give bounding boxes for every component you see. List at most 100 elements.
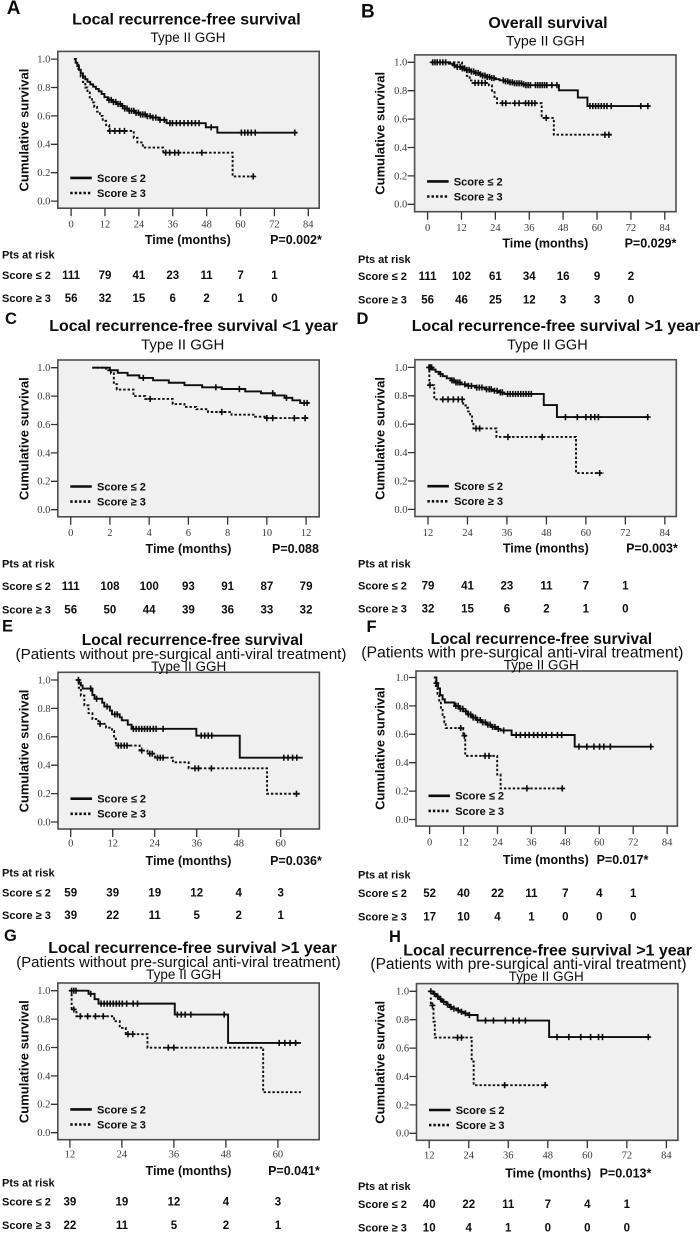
- svg-text:A: A: [7, 0, 21, 19]
- svg-text:36: 36: [221, 604, 234, 616]
- svg-text:24: 24: [117, 1150, 128, 1161]
- svg-text:79: 79: [300, 581, 313, 593]
- svg-text:34: 34: [523, 271, 536, 283]
- svg-text:40: 40: [423, 1199, 436, 1211]
- svg-text:61: 61: [489, 271, 502, 283]
- svg-text:(Patients without pre-surgical: (Patients without pre-surgical anti-vira…: [16, 955, 340, 971]
- svg-text:0.0: 0.0: [37, 1128, 50, 1139]
- svg-text:Pts at risk: Pts at risk: [358, 559, 411, 571]
- svg-text:Local recurrence-free survival: Local recurrence-free survival: [72, 11, 301, 28]
- svg-text:60: 60: [594, 837, 605, 848]
- svg-text:Cumulative survival: Cumulative survival: [372, 687, 387, 810]
- svg-text:Time (months): Time (months): [505, 1167, 591, 1181]
- svg-text:15: 15: [461, 604, 474, 616]
- svg-text:P=0.017*: P=0.017*: [597, 853, 649, 867]
- svg-text:0.2: 0.2: [395, 787, 408, 798]
- svg-text:1: 1: [624, 1199, 631, 1211]
- svg-text:5: 5: [193, 910, 200, 922]
- svg-text:60: 60: [273, 1150, 284, 1161]
- svg-text:0.0: 0.0: [395, 815, 408, 826]
- svg-text:4: 4: [584, 1199, 591, 1211]
- svg-text:24: 24: [462, 528, 473, 539]
- svg-text:12: 12: [168, 1197, 181, 1209]
- svg-text:Pts at risk: Pts at risk: [358, 1181, 411, 1193]
- svg-text:0.8: 0.8: [396, 1015, 409, 1026]
- svg-text:B: B: [361, 2, 375, 23]
- svg-text:Pts at risk: Pts at risk: [358, 254, 411, 266]
- svg-text:Score ≥ 3: Score ≥ 3: [97, 1119, 146, 1131]
- svg-text:0: 0: [630, 912, 636, 924]
- svg-text:0: 0: [624, 1223, 630, 1235]
- svg-text:84: 84: [660, 223, 671, 234]
- svg-text:12: 12: [107, 839, 118, 850]
- svg-text:0: 0: [562, 912, 568, 924]
- svg-text:0.4: 0.4: [37, 448, 51, 459]
- svg-text:0.4: 0.4: [395, 758, 409, 769]
- svg-text:0: 0: [427, 837, 432, 848]
- svg-text:Score ≤ 2: Score ≤ 2: [97, 481, 146, 493]
- svg-text:Score ≥ 3: Score ≥ 3: [454, 191, 503, 203]
- svg-text:(Patients without pre-surgical: (Patients without pre-surgical anti-vira…: [16, 646, 347, 663]
- svg-text:0.6: 0.6: [395, 730, 408, 741]
- svg-text:9: 9: [594, 271, 600, 283]
- svg-text:4: 4: [223, 1197, 230, 1209]
- svg-text:108: 108: [100, 581, 120, 593]
- svg-text:2: 2: [107, 528, 112, 539]
- svg-text:Cumulative survival: Cumulative survival: [372, 72, 387, 195]
- svg-text:P=0.088: P=0.088: [272, 542, 319, 556]
- svg-text:Score ≥ 3: Score ≥ 3: [97, 809, 146, 821]
- svg-text:84: 84: [660, 528, 671, 539]
- svg-text:0: 0: [68, 220, 73, 231]
- svg-text:48: 48: [541, 528, 552, 539]
- svg-text:1.0: 1.0: [395, 673, 408, 684]
- svg-text:Pts at risk: Pts at risk: [2, 559, 55, 571]
- svg-text:0.4: 0.4: [394, 143, 408, 154]
- svg-text:111: 111: [419, 271, 438, 283]
- svg-text:6: 6: [186, 528, 191, 539]
- svg-text:41: 41: [461, 581, 474, 593]
- svg-text:59: 59: [64, 887, 77, 899]
- svg-text:1: 1: [275, 1220, 282, 1232]
- svg-text:Score ≤ 2: Score ≤ 2: [358, 271, 407, 283]
- svg-text:111: 111: [62, 581, 81, 593]
- svg-text:1: 1: [277, 910, 284, 922]
- svg-text:3: 3: [560, 295, 566, 307]
- svg-text:1: 1: [630, 888, 637, 900]
- svg-text:2: 2: [203, 293, 209, 305]
- svg-text:0.8: 0.8: [394, 391, 407, 402]
- svg-text:Score ≤ 2: Score ≤ 2: [97, 173, 146, 185]
- svg-text:1.0: 1.0: [396, 987, 409, 998]
- svg-text:Score ≤ 2: Score ≤ 2: [455, 791, 504, 803]
- svg-text:1.0: 1.0: [37, 55, 50, 66]
- svg-text:39: 39: [106, 887, 119, 899]
- svg-text:56: 56: [65, 293, 78, 305]
- svg-text:Local recurrence-free survival: Local recurrence-free survival >1 year: [403, 943, 692, 960]
- svg-text:0.4: 0.4: [37, 761, 51, 772]
- svg-text:(Patients with pre-surgical an: (Patients with pre-surgical anti-viral t…: [361, 645, 683, 662]
- svg-text:G: G: [4, 927, 17, 945]
- svg-text:11: 11: [540, 581, 553, 593]
- svg-text:Score ≤ 2: Score ≤ 2: [2, 270, 51, 282]
- svg-text:Pts at risk: Pts at risk: [2, 868, 55, 880]
- svg-text:12: 12: [424, 1151, 435, 1162]
- svg-text:Score ≥ 3: Score ≥ 3: [358, 604, 407, 616]
- svg-text:102: 102: [452, 271, 471, 283]
- svg-text:24: 24: [134, 220, 145, 231]
- svg-text:0.0: 0.0: [37, 197, 50, 208]
- svg-text:0.6: 0.6: [396, 1044, 409, 1055]
- svg-text:84: 84: [661, 1151, 672, 1162]
- svg-text:0: 0: [596, 912, 602, 924]
- svg-text:24: 24: [490, 223, 501, 234]
- svg-text:0.2: 0.2: [37, 1100, 50, 1111]
- svg-text:0: 0: [271, 293, 277, 305]
- svg-text:0.0: 0.0: [37, 817, 50, 828]
- svg-text:56: 56: [64, 604, 77, 616]
- svg-text:P=0.013*: P=0.013*: [600, 1167, 652, 1181]
- svg-text:25: 25: [489, 295, 502, 307]
- svg-text:2: 2: [543, 604, 549, 616]
- svg-text:Local recurrence-free survival: Local recurrence-free survival >1 year: [48, 940, 337, 957]
- svg-text:Score ≥ 3: Score ≥ 3: [2, 293, 51, 305]
- svg-text:0.4: 0.4: [37, 1071, 51, 1082]
- svg-text:0.4: 0.4: [394, 448, 408, 459]
- svg-text:Time (months): Time (months): [146, 542, 232, 556]
